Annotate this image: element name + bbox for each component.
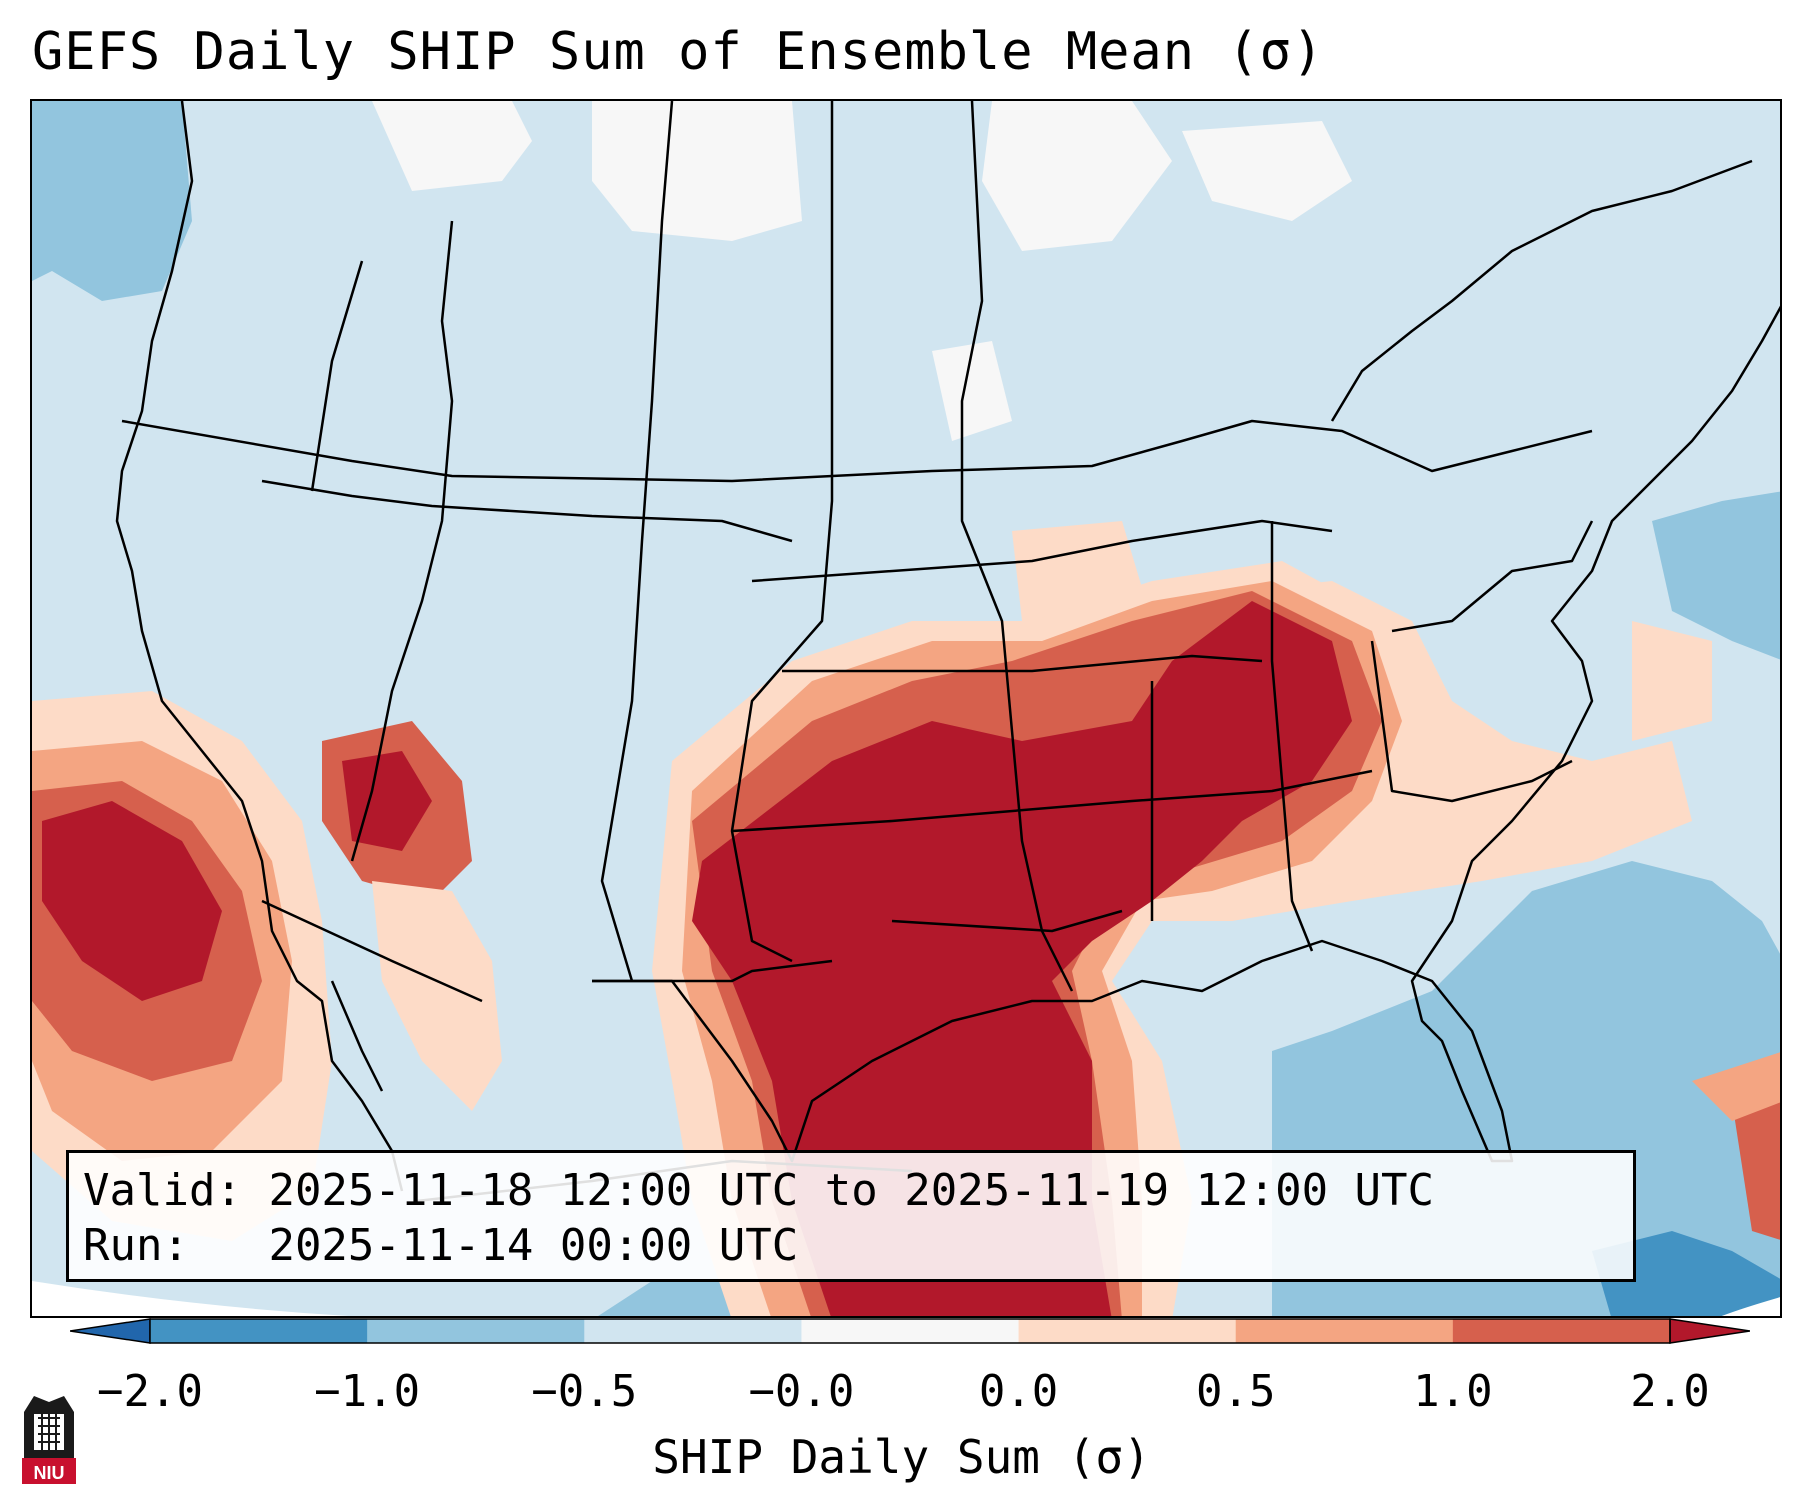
colorbar-tick-label: 0.0 [978,1366,1059,1417]
run-line: Run: 2025-11-14 00:00 UTC [83,1218,1619,1273]
colorbar-extend-low [70,1318,151,1344]
colorbar-label: SHIP Daily Sum (σ) [652,1430,1151,1484]
colorbar-tick-label: −0.0 [748,1366,855,1417]
colorbar-bin [1018,1319,1237,1343]
colorbar-bin [584,1319,802,1343]
colorbar-tick-label: 1.0 [1413,1366,1493,1417]
valid-run-box: Valid: 2025-11-18 12:00 UTC to 2025-11-1… [66,1150,1636,1282]
colorbar-extend-high [1669,1318,1750,1344]
logo-text: NIU [34,1463,65,1483]
run-time: 2025-11-14 00:00 UTC [268,1220,799,1271]
map-panel [30,99,1782,1318]
valid-label: Valid: [83,1165,242,1216]
positive-anomaly-fields [32,521,1780,1316]
valid-time: 2025-11-18 12:00 UTC to 2025-11-19 12:00… [268,1165,1435,1216]
neutral-fields [372,101,1352,441]
colorbar-bin [1452,1319,1671,1343]
run-label: Run: [83,1220,189,1271]
colorbar [70,1318,1750,1344]
colorbar-tick-label: −2.0 [97,1366,203,1417]
colorbar-bin [1235,1319,1454,1343]
colorbar-bin [801,1319,1020,1343]
niu-logo: NIU [22,1396,76,1484]
anomaly-map [32,101,1780,1316]
colorbar-bin [367,1319,585,1343]
colorbar-tick-label: −1.0 [314,1366,421,1417]
valid-line: Valid: 2025-11-18 12:00 UTC to 2025-11-1… [83,1163,1619,1218]
chart-title: GEFS Daily SHIP Sum of Ensemble Mean (σ) [32,22,1325,82]
colorbar-bin [150,1319,368,1343]
colorbar-tick-label: −0.5 [531,1366,638,1417]
colorbar-tick-label: 0.5 [1195,1366,1276,1417]
colorbar-tick-label: 2.0 [1630,1366,1710,1417]
